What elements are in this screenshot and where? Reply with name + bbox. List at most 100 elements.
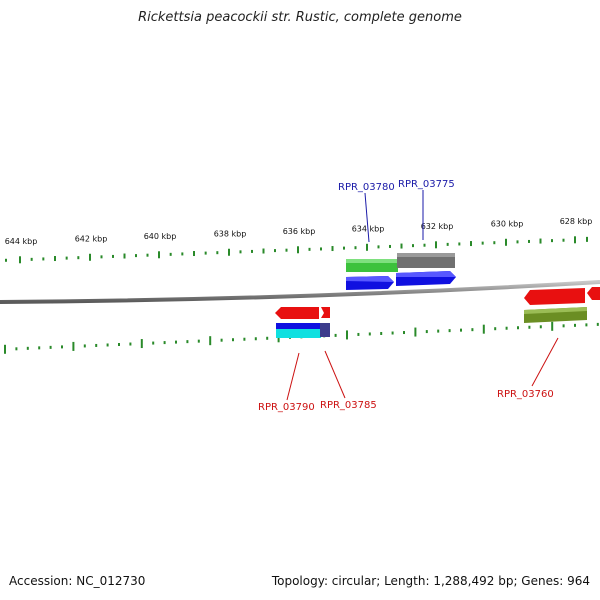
minor-tick — [389, 244, 391, 248]
reverse-features-right — [524, 287, 600, 323]
major-tick — [574, 236, 576, 244]
minor-tick — [83, 344, 86, 348]
minor-tick — [448, 329, 451, 333]
minor-tick — [54, 256, 56, 262]
minor-tick — [331, 246, 334, 252]
minor-tick — [423, 243, 426, 247]
minor-tick — [585, 323, 588, 327]
minor-tick — [251, 249, 253, 253]
minor-tick — [118, 343, 120, 347]
minor-tick — [112, 254, 114, 258]
minor-tick — [186, 340, 189, 344]
minor-tick — [197, 339, 200, 343]
minor-tick — [26, 346, 29, 350]
minor-tick — [562, 238, 565, 242]
minor-tick — [106, 343, 109, 347]
gene-bar-navy[interactable] — [320, 323, 330, 337]
minor-tick — [516, 240, 519, 244]
gene-arrow-rpr03790[interactable] — [275, 307, 319, 319]
minor-tick — [425, 330, 428, 334]
major-tick — [72, 341, 75, 351]
minor-tick — [262, 248, 265, 254]
tick-label: 640 kbp — [144, 232, 177, 241]
minor-tick — [77, 256, 80, 260]
gene-label-rpr03780[interactable]: RPR_03780 — [338, 182, 395, 193]
gene-label-rpr03790[interactable]: RPR_03790 — [258, 402, 315, 413]
minor-tick — [49, 345, 52, 349]
minor-tick — [334, 333, 337, 337]
minor-tick — [481, 241, 484, 245]
minor-tick — [5, 258, 7, 262]
minor-tick — [61, 345, 63, 349]
tick-label: 644 kbp — [5, 237, 38, 246]
minor-tick — [175, 340, 177, 344]
minor-tick — [368, 332, 371, 336]
minor-tick — [357, 332, 360, 336]
gene-label-rpr03775[interactable]: RPR_03775 — [398, 179, 455, 190]
minor-tick — [193, 251, 195, 257]
minor-tick — [65, 256, 68, 260]
minor-tick — [95, 343, 98, 347]
minor-tick — [551, 239, 553, 243]
accession-text: Accession: NC_012730 — [9, 574, 146, 588]
minor-tick — [412, 244, 414, 248]
tick-label: 638 kbp — [214, 229, 247, 238]
major-tick — [4, 344, 6, 354]
minor-tick — [320, 247, 322, 251]
minor-tick — [528, 239, 530, 243]
major-tick — [482, 324, 485, 334]
minor-tick — [30, 257, 33, 261]
reverse-features-left — [275, 307, 330, 338]
major-tick — [158, 251, 160, 259]
minor-tick — [146, 253, 149, 257]
minor-tick — [517, 326, 519, 330]
major-tick — [89, 253, 91, 261]
genome-backbone — [0, 280, 600, 304]
major-tick — [366, 243, 368, 251]
major-tick — [140, 339, 143, 349]
leader-lines — [286, 190, 559, 401]
minor-tick — [285, 248, 288, 252]
tick-label: 630 kbp — [491, 219, 524, 228]
minor-tick — [181, 252, 184, 256]
minor-tick — [400, 243, 403, 249]
genome-summary-text: Topology: circular; Length: 1,288,492 bp… — [271, 574, 590, 588]
lower-tick-row — [4, 321, 599, 354]
minor-tick — [446, 242, 449, 246]
minor-tick — [539, 238, 542, 244]
tick-label: 632 kbp — [421, 222, 454, 231]
minor-tick — [266, 336, 269, 340]
minor-tick — [216, 251, 219, 255]
minor-tick — [354, 246, 357, 250]
minor-tick — [232, 338, 234, 342]
gene-bar-cyan[interactable] — [276, 329, 321, 338]
major-tick — [209, 336, 212, 346]
minor-tick — [38, 346, 41, 350]
gene-label-rpr03785[interactable]: RPR_03785 — [320, 400, 377, 411]
major-tick — [228, 248, 230, 256]
minor-tick — [391, 331, 394, 335]
minor-tick — [539, 325, 542, 329]
minor-tick — [163, 341, 166, 345]
gene-label-rpr03760[interactable]: RPR_03760 — [497, 389, 554, 400]
gene-bar-blue[interactable] — [276, 323, 321, 330]
major-tick — [19, 256, 21, 264]
tick-label: 628 kbp — [560, 217, 593, 226]
page-title: Rickettsia peacockii str. Rustic, comple… — [138, 10, 462, 25]
minor-tick — [493, 241, 496, 245]
minor-tick — [343, 246, 345, 250]
forward-features — [346, 253, 456, 290]
minor-tick — [380, 331, 383, 335]
gene-arrow-rpr03760[interactable] — [524, 288, 585, 305]
minor-tick — [458, 242, 461, 246]
minor-tick — [471, 328, 474, 332]
upper-tick-row — [5, 236, 588, 264]
minor-tick — [494, 327, 497, 331]
minor-tick — [169, 252, 172, 256]
major-tick — [297, 246, 299, 254]
major-tick — [414, 327, 417, 337]
major-tick — [435, 241, 437, 249]
minor-tick — [586, 236, 588, 242]
tick-label: 642 kbp — [75, 234, 108, 243]
